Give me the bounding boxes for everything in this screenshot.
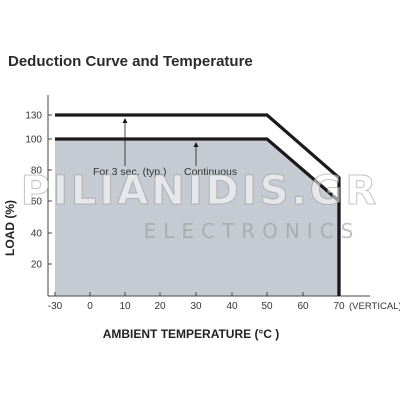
annotation-label: For 3 sec. (typ.): [93, 166, 167, 178]
x-tick-label: 0: [87, 301, 93, 312]
y-tick-label: 130: [25, 111, 42, 122]
watermark-logo: PILIANIDIS.GR ELECTRONICS: [20, 168, 380, 244]
annotation-arrow-head: [193, 142, 199, 147]
y-tick-label: 60: [31, 197, 43, 208]
x-tick-label: 10: [119, 301, 131, 312]
continuous-area-fill: [55, 139, 339, 296]
x-tick-label: 50: [261, 301, 273, 312]
x-tick-label: 70: [333, 301, 345, 312]
x-tick-label: -30: [48, 301, 63, 312]
x-tick-label: 40: [226, 301, 238, 312]
x-tick-label: 60: [297, 301, 309, 312]
x-tick-label: 30: [190, 301, 202, 312]
y-axis-title: LOAD (%): [3, 200, 17, 256]
y-tick-label: 80: [31, 166, 43, 177]
watermark-brand: PILIANIDIS.GR: [21, 168, 380, 214]
y-tick-label: 40: [31, 229, 43, 240]
chart-title: Deduction Curve and Temperature: [8, 53, 253, 70]
annotation-label: Continuous: [184, 166, 237, 178]
annotation-arrow-head: [122, 118, 128, 123]
watermark-sub: ELECTRONICS: [144, 219, 361, 243]
x-tick-label: 20: [154, 301, 166, 312]
y-tick-label: 20: [31, 260, 43, 271]
y-tick-label: 100: [25, 135, 42, 146]
x-axis-note: (VERTICAL): [349, 301, 400, 312]
x-axis-title: AMBIENT TEMPERATURE (°C ): [103, 327, 280, 341]
series-continuous-line: [55, 137, 341, 296]
